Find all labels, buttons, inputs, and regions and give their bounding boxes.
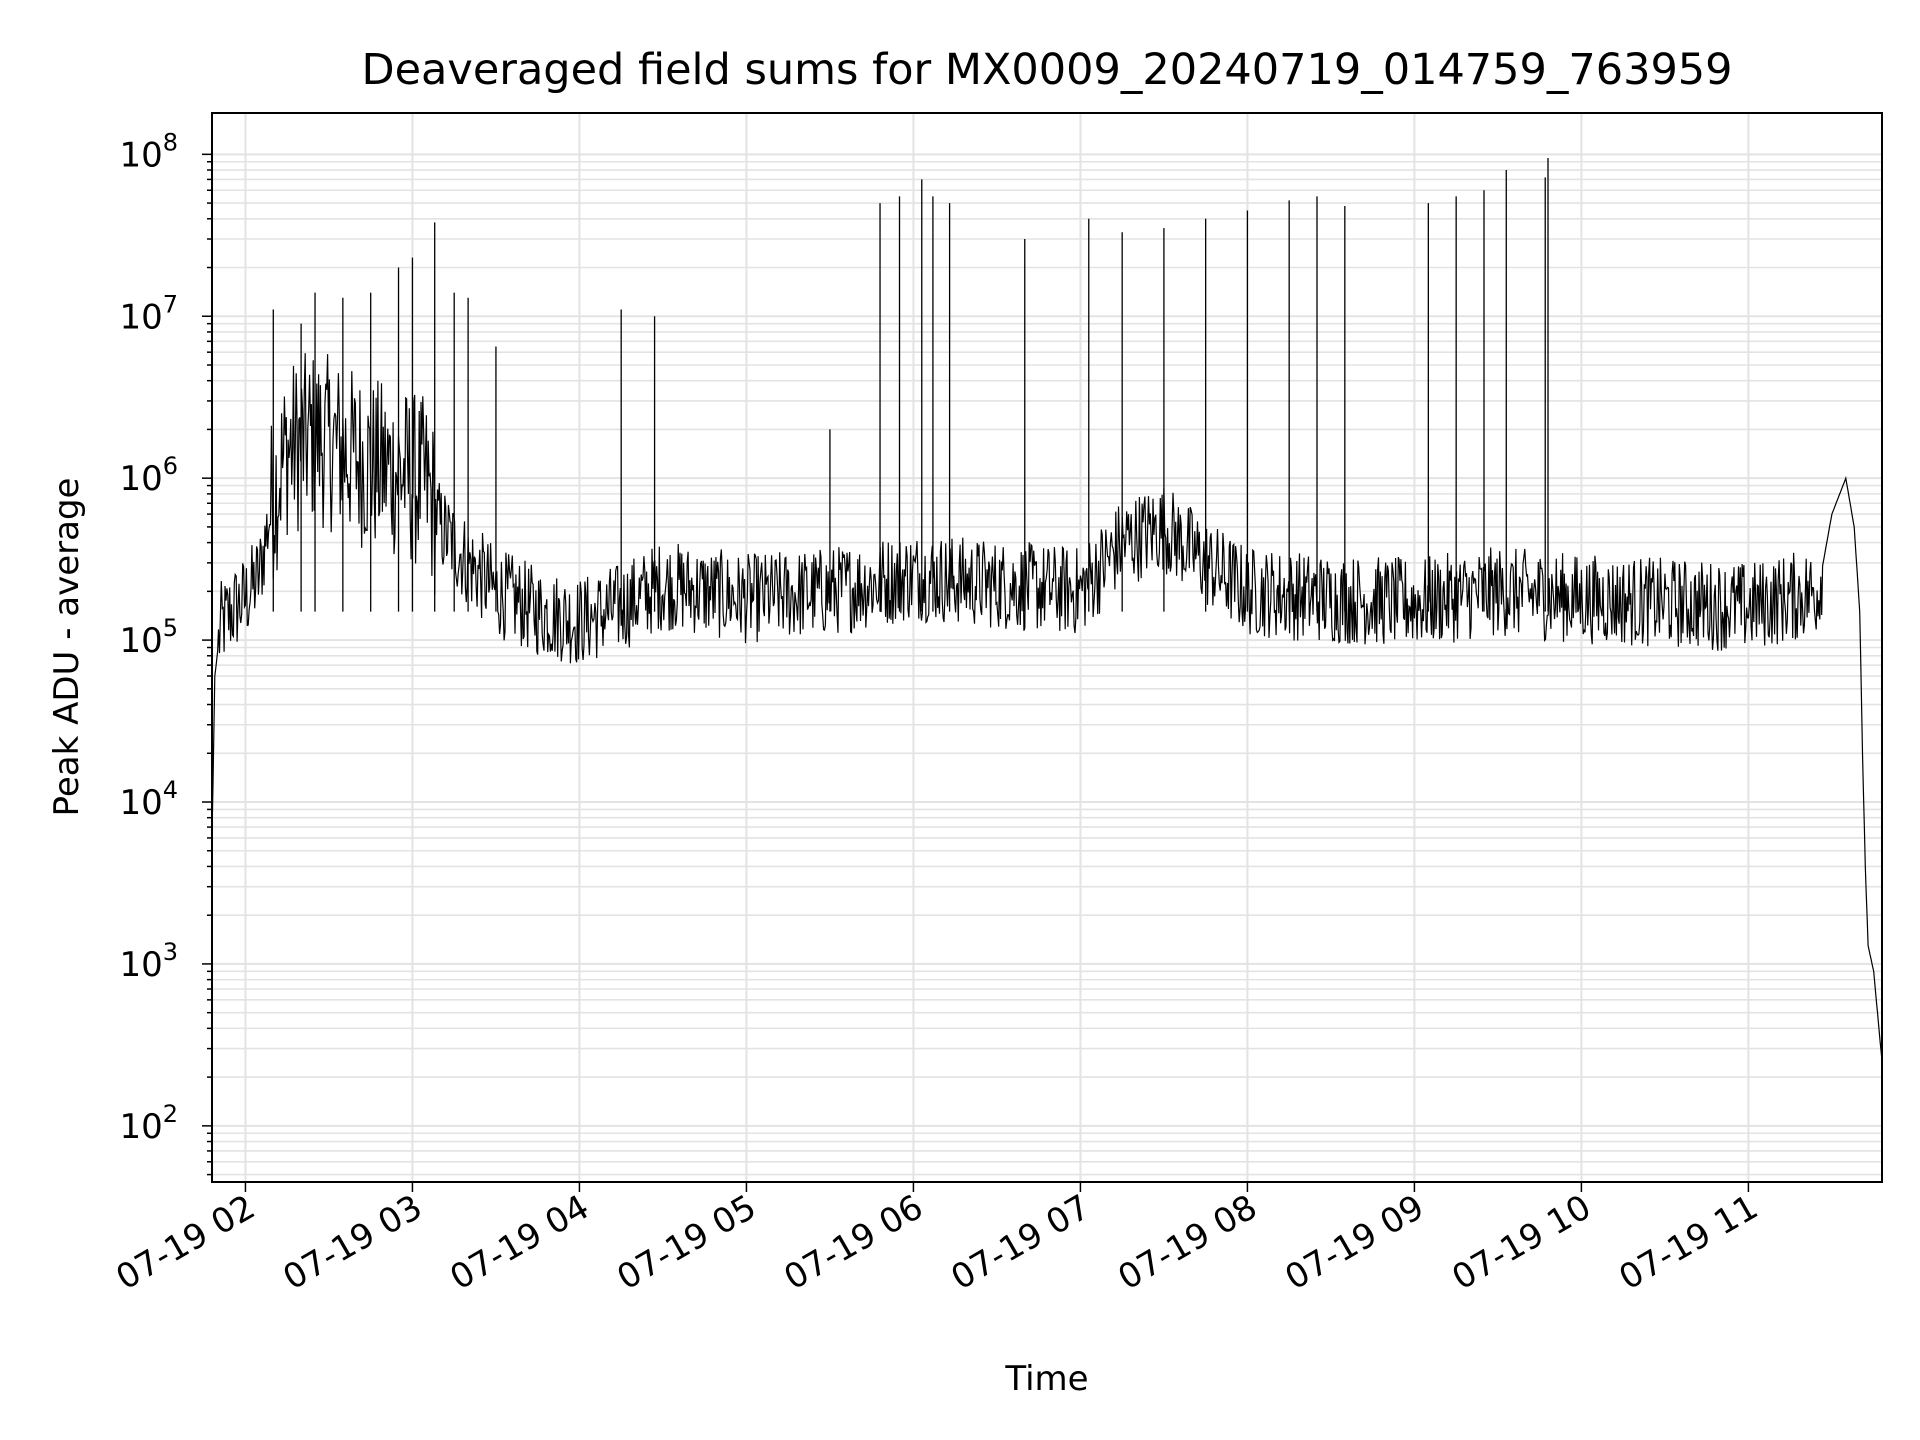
data-layer xyxy=(212,157,1882,1062)
chart-title: Deaveraged field sums for MX0009_2024071… xyxy=(361,45,1732,95)
y-tick-label: 108 xyxy=(119,128,178,175)
series-line xyxy=(212,353,1882,1062)
y-tick-label: 104 xyxy=(119,776,178,823)
y-tick-label: 107 xyxy=(119,290,178,337)
grid-layer xyxy=(212,113,1882,1182)
y-tick-label: 106 xyxy=(119,452,178,499)
y-axis-label: Peak ADU - average xyxy=(47,478,87,817)
y-tick-label: 105 xyxy=(119,614,178,661)
y-tick-label: 103 xyxy=(119,938,178,985)
y-tick-label: 102 xyxy=(119,1100,178,1147)
x-axis-label: Time xyxy=(1004,1359,1088,1399)
